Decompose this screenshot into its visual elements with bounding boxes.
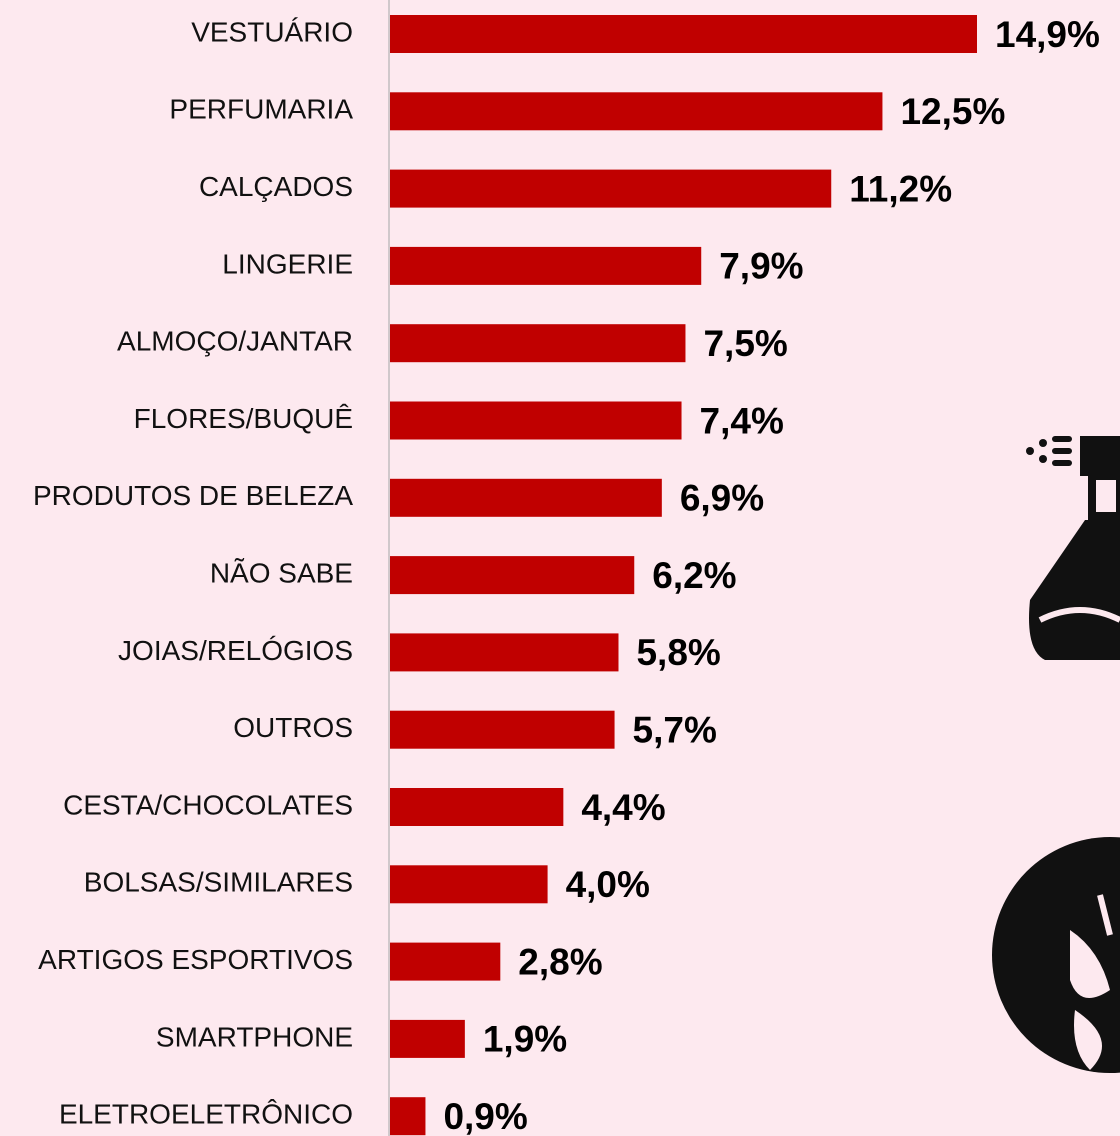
value-label: 7,4% xyxy=(700,400,784,441)
bar xyxy=(390,633,619,672)
bar xyxy=(390,324,686,363)
category-label: LINGERIE xyxy=(222,248,353,279)
bar xyxy=(390,1019,465,1058)
value-label: 12,5% xyxy=(900,91,1005,132)
perfume-icon xyxy=(1026,436,1120,660)
bar xyxy=(390,169,832,208)
category-label: CALÇADOS xyxy=(199,171,353,202)
category-label: ARTIGOS ESPORTIVOS xyxy=(38,944,353,975)
category-label: FLORES/BUQUÊ xyxy=(134,403,353,434)
category-label: NÃO SABE xyxy=(210,557,353,588)
category-label: PERFUMARIA xyxy=(169,94,353,125)
value-label: 6,9% xyxy=(680,478,764,519)
value-label: 4,0% xyxy=(566,864,650,905)
bar xyxy=(390,556,635,595)
bar xyxy=(390,788,564,826)
bar xyxy=(390,401,682,440)
value-label: 4,4% xyxy=(581,787,665,828)
category-label: SMARTPHONE xyxy=(156,1021,353,1052)
category-label: CESTA/CHOCOLATES xyxy=(63,789,353,820)
value-label: 7,5% xyxy=(703,323,787,364)
bar xyxy=(390,865,548,904)
bar xyxy=(390,92,883,131)
category-label: VESTUÁRIO xyxy=(191,16,353,47)
value-label: 11,2% xyxy=(849,168,952,209)
category-label: OUTROS xyxy=(233,712,353,743)
bar xyxy=(390,15,977,53)
value-label: 5,8% xyxy=(636,632,720,673)
value-label: 6,2% xyxy=(652,555,736,596)
bar xyxy=(390,478,662,517)
bar xyxy=(390,942,501,981)
globe-icon xyxy=(992,837,1120,1073)
category-label: JOIAS/RELÓGIOS xyxy=(118,635,353,666)
value-label: 2,8% xyxy=(518,941,602,982)
bar xyxy=(390,710,615,749)
value-label: 5,7% xyxy=(633,709,717,750)
bar xyxy=(390,246,702,285)
category-label: ELETROELETRÔNICO xyxy=(59,1099,353,1130)
value-label: 14,9% xyxy=(995,14,1100,55)
value-label: 1,9% xyxy=(483,1019,567,1060)
category-label: PRODUTOS DE BELEZA xyxy=(33,480,353,511)
category-label: BOLSAS/SIMILARES xyxy=(84,867,353,898)
value-label: 0,9% xyxy=(443,1096,527,1136)
category-label: ALMOÇO/JANTAR xyxy=(117,326,353,357)
bar xyxy=(390,1097,426,1136)
value-label: 7,9% xyxy=(719,246,803,287)
